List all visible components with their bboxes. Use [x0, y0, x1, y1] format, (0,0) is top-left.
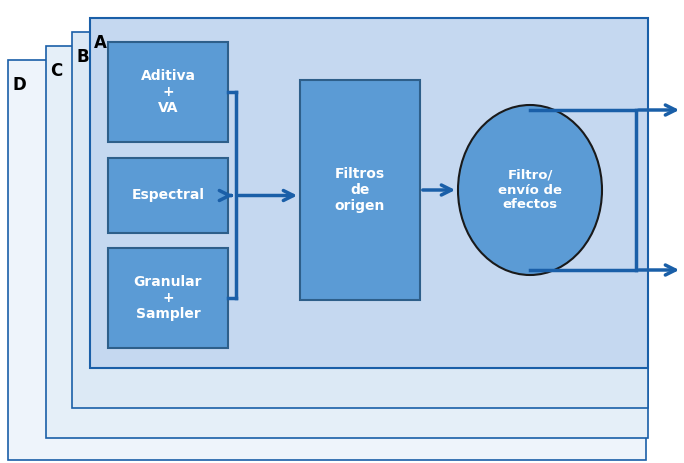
Bar [72, 32, 648, 408]
Bar [8, 60, 646, 460]
Ellipse shape [458, 105, 602, 275]
Bar [300, 80, 420, 300]
Text: Espectral: Espectral [131, 188, 205, 202]
Text: Granular
+
Sampler: Granular + Sampler [134, 275, 202, 321]
Bar [90, 18, 648, 368]
Bar [108, 248, 228, 348]
Text: Aditiva
+
VA: Aditiva + VA [140, 69, 196, 115]
Text: A: A [94, 34, 107, 52]
Bar [108, 42, 228, 142]
Text: C: C [50, 62, 62, 80]
Text: B: B [76, 48, 89, 66]
Bar [46, 46, 648, 438]
Bar [108, 158, 228, 233]
Text: Filtro/
envío de
efectos: Filtro/ envío de efectos [498, 169, 562, 212]
Text: Filtros
de
origen: Filtros de origen [334, 167, 385, 213]
Text: D: D [12, 76, 26, 94]
